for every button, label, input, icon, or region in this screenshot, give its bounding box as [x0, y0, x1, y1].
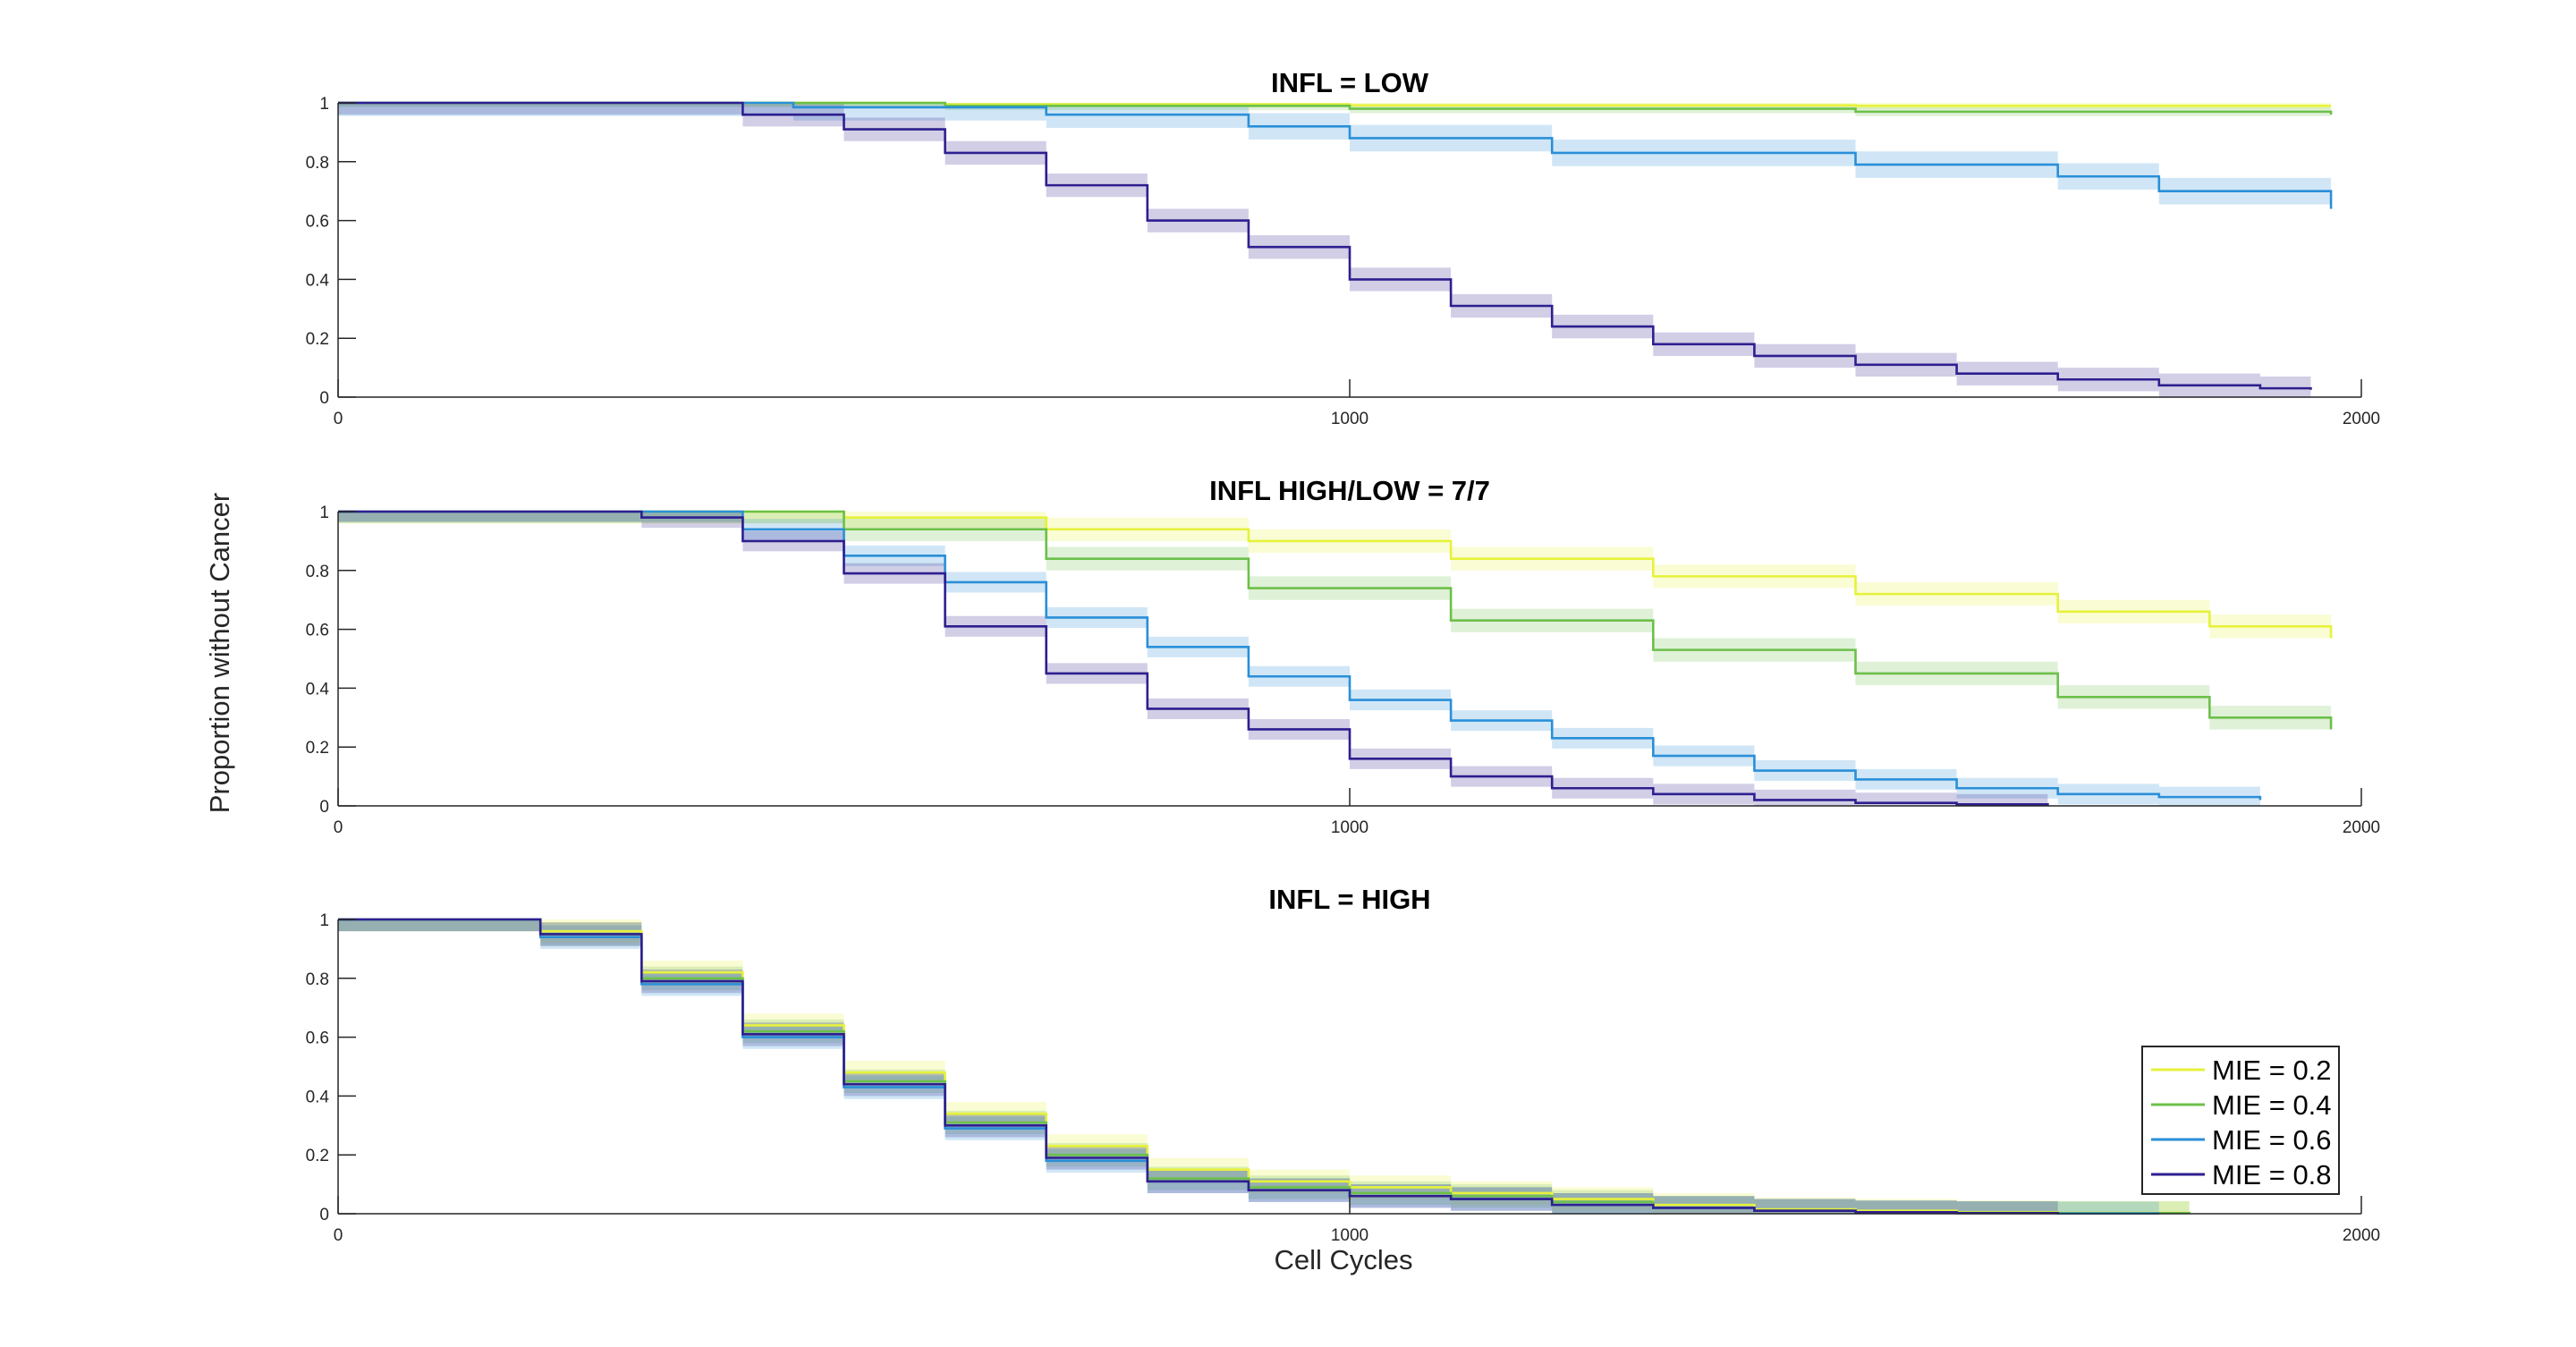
series-line	[338, 101, 2333, 209]
x-tick-label: 0	[334, 1226, 343, 1245]
panel-3: 0 0.2 0.4 0.6 0.8 1 0 1000 2000 INFL = HIGH	[306, 884, 2381, 1245]
x-tick-label: 2000	[2343, 1226, 2380, 1245]
panel-title: INFL HIGH/LOW = 7/7	[1209, 475, 1490, 506]
legend-label: MIE = 0.6	[2212, 1124, 2332, 1156]
legend-label: MIE = 0.2	[2212, 1055, 2332, 1086]
series-line	[338, 510, 2262, 801]
legend-label: MIE = 0.8	[2212, 1159, 2332, 1190]
x-tick-label: 0	[334, 818, 343, 837]
x-tick-label: 1000	[1331, 1226, 1368, 1245]
series-line	[338, 510, 2049, 806]
y-tick-label: 0.4	[306, 1088, 330, 1106]
y-tick-label: 0.8	[306, 154, 329, 173]
y-tick-label: 0.4	[306, 680, 330, 699]
y-tick-label: 0.6	[306, 1029, 329, 1048]
x-tick-label: 0	[334, 410, 343, 428]
panel-title: INFL = HIGH	[1268, 884, 1430, 915]
y-tick-label: 1	[319, 504, 329, 522]
y-tick-label: 1	[319, 911, 329, 930]
legend-label: MIE = 0.4	[2212, 1089, 2332, 1121]
series-line	[338, 918, 2191, 1215]
y-tick-label: 0	[319, 1206, 329, 1224]
y-tick-label: 0.6	[306, 213, 329, 232]
x-tick-label: 2000	[2343, 410, 2380, 428]
y-tick-label: 0.8	[306, 563, 329, 581]
confidence-band	[338, 103, 2332, 223]
confidence-band	[338, 512, 2260, 806]
y-tick-label: 0.8	[306, 970, 329, 989]
y-axis-label: Proportion without Cancer	[204, 493, 235, 813]
y-tick-label: 1	[319, 95, 329, 114]
y-tick-label: 0.2	[306, 330, 329, 349]
y-tick-label: 0.2	[306, 739, 329, 758]
x-tick-label: 1000	[1331, 818, 1368, 837]
confidence-band	[338, 103, 2311, 397]
y-tick-label: 0	[319, 389, 329, 408]
panel-title: INFL = LOW	[1271, 67, 1429, 98]
panel-2: 0 0.2 0.4 0.6 0.8 1 0 1000 2000 INFL HIGH/LOW = 7…	[306, 475, 2381, 837]
series-line	[338, 101, 2312, 390]
panel-1: 0 0.2 0.4 0.6 0.8 1 0 1000 2000 INFL = LOW	[306, 67, 2381, 428]
y-tick-label: 0.2	[306, 1147, 329, 1165]
confidence-band	[338, 512, 2332, 650]
y-tick-label: 0.4	[306, 271, 330, 290]
y-tick-label: 0.6	[306, 622, 329, 640]
x-tick-label: 2000	[2343, 818, 2380, 837]
x-axis-label: Cell Cycles	[1274, 1244, 1412, 1275]
series-line	[338, 918, 2059, 1215]
series-line	[338, 510, 2333, 639]
series-line	[338, 510, 2333, 730]
x-tick-label: 1000	[1331, 410, 1368, 428]
confidence-band	[338, 919, 2190, 1214]
y-tick-label: 0	[319, 798, 329, 817]
